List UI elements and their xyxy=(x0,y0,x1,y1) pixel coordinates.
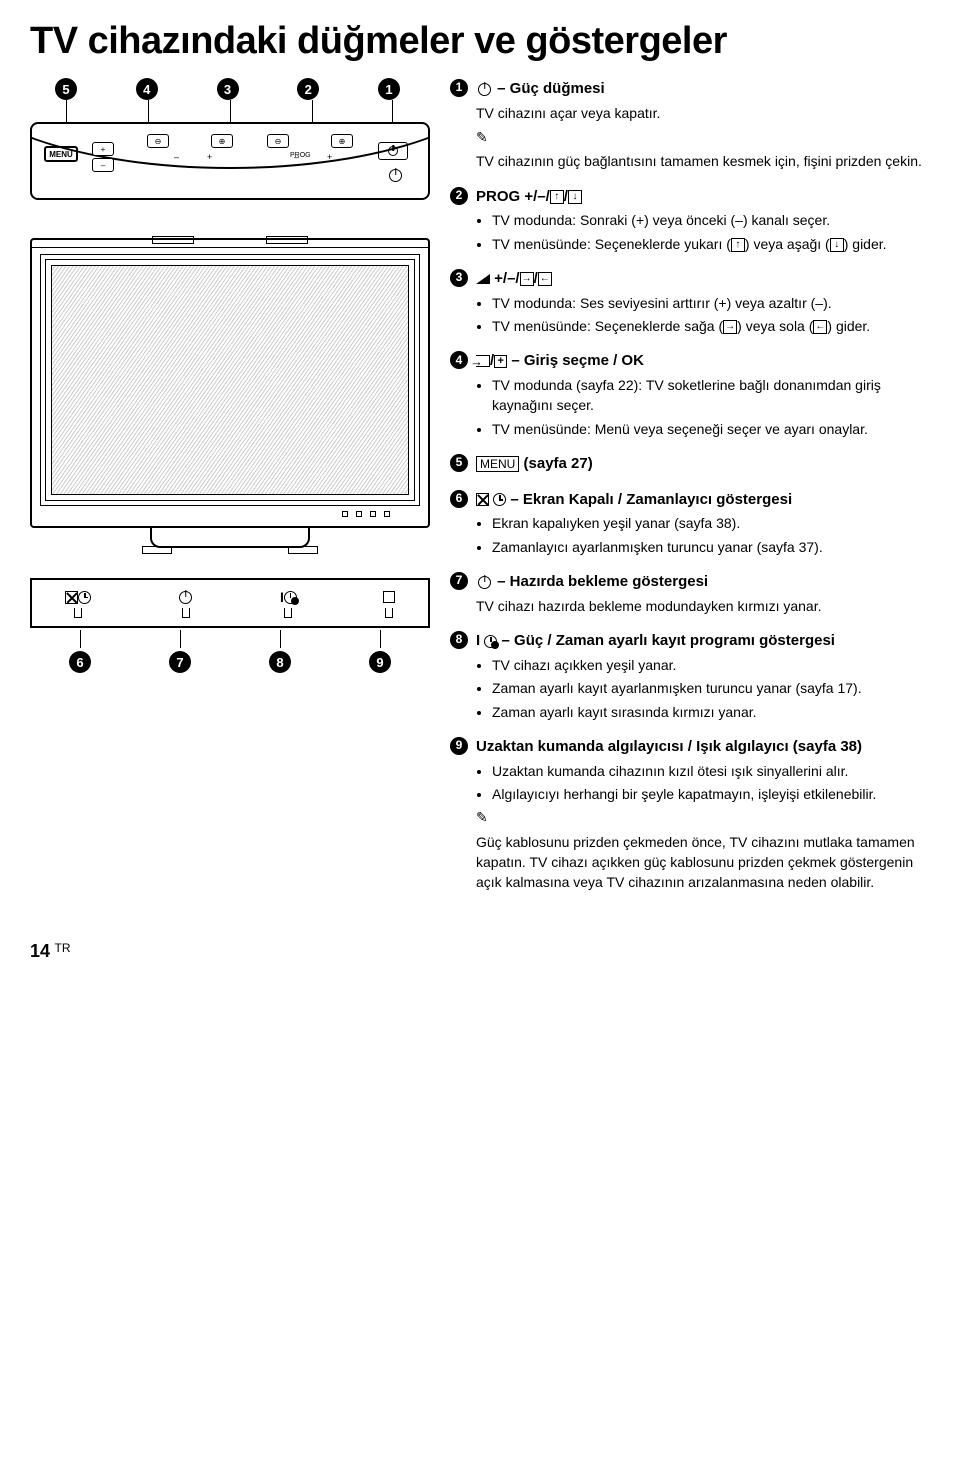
descriptions-column: 1 – Güç düğmesi TV cihazını açar veya kap… xyxy=(450,78,930,906)
top-panel-diagram: 5 4 3 2 1 MENU + – ⊖ xyxy=(30,78,430,218)
input-plus-button: + xyxy=(92,142,114,156)
vol-down-button: ⊖ xyxy=(147,134,169,148)
indicator-bar-diagram: I 6 7 8 9 xyxy=(30,578,430,673)
callout-8: 8 xyxy=(269,651,291,673)
item-body: TV modunda: Sonraki (+) veya önceki (–) … xyxy=(450,210,930,254)
item-9: 9 Uzaktan kumanda algılayıcısı / Işık alg… xyxy=(450,736,930,893)
item-body: TV modunda: Ses seviyesini arttırır (+) … xyxy=(450,293,930,337)
region-code: TR xyxy=(54,941,70,955)
item-head: 9 Uzaktan kumanda algılayıcısı / Işık alg… xyxy=(450,736,930,758)
callout-5: 5 xyxy=(55,78,77,100)
input-minus-button: – xyxy=(92,158,114,172)
item-heading-text: – Ekran Kapalı / Zamanlayıcı göstergesi xyxy=(476,489,792,511)
item-body: TV cihazı hazırda bekleme modundayken kı… xyxy=(450,596,930,616)
item-heading-text: – Güç düğmesi xyxy=(476,78,605,100)
diagrams-column: 5 4 3 2 1 MENU + – ⊖ xyxy=(30,78,430,906)
item-heading-text: I – Güç / Zaman ayarlı kayıt programı gö… xyxy=(476,630,835,652)
item-number-badge: 1 xyxy=(450,79,468,97)
callout-9: 9 xyxy=(369,651,391,673)
callout-3: 3 xyxy=(217,78,239,100)
item-head: 4 /+ – Giriş seçme / OK xyxy=(450,350,930,372)
item-1: 1 – Güç düğmesi TV cihazını açar veya kap… xyxy=(450,78,930,172)
menu-button: MENU xyxy=(44,146,78,162)
item-head: 8 I – Güç / Zaman ayarlı kayıt programı g… xyxy=(450,630,930,652)
item-head: 5 MENU (sayfa 27) xyxy=(450,453,930,475)
page-footer: 14 TR xyxy=(30,941,930,962)
vol-up-button: ⊕ xyxy=(211,134,233,148)
callout-1: 1 xyxy=(378,78,400,100)
item-number-badge: 8 xyxy=(450,631,468,649)
item-8: 8 I – Güç / Zaman ayarlı kayıt programı g… xyxy=(450,630,930,722)
item-body: TV modunda (sayfa 22): TV soketlerine ba… xyxy=(450,375,930,439)
item-4: 4 /+ – Giriş seçme / OK TV modunda (sayfa … xyxy=(450,350,930,439)
item-heading-text: /+ – Giriş seçme / OK xyxy=(476,350,644,372)
item-7: 7 – Hazırda bekleme göstergesi TV cihazı … xyxy=(450,571,930,616)
power-button xyxy=(378,142,408,160)
item-3: 3 +/–/→/← TV modunda: Ses seviyesini artt… xyxy=(450,268,930,336)
callout-6: 6 xyxy=(69,651,91,673)
callout-7: 7 xyxy=(169,651,191,673)
page-title: TV cihazındaki düğmeler ve göstergeler xyxy=(30,20,930,63)
item-5: 5 MENU (sayfa 27) xyxy=(450,453,930,475)
item-number-badge: 5 xyxy=(450,454,468,472)
item-number-badge: 7 xyxy=(450,572,468,590)
item-number-badge: 9 xyxy=(450,737,468,755)
item-heading-text: +/–/→/← xyxy=(476,268,552,290)
item-heading-text: MENU (sayfa 27) xyxy=(476,453,593,475)
item-heading-text: – Hazırda bekleme göstergesi xyxy=(476,571,708,593)
item-body: Uzaktan kumanda cihazının kızıl ötesi ış… xyxy=(450,761,930,893)
item-head: 7 – Hazırda bekleme göstergesi xyxy=(450,571,930,593)
item-head: 1 – Güç düğmesi xyxy=(450,78,930,100)
item-head: 6 – Ekran Kapalı / Zamanlayıcı gösterges… xyxy=(450,489,930,511)
item-number-badge: 3 xyxy=(450,269,468,287)
main-layout: 5 4 3 2 1 MENU + – ⊖ xyxy=(30,78,930,906)
item-number-badge: 6 xyxy=(450,490,468,508)
item-6: 6 – Ekran Kapalı / Zamanlayıcı gösterges… xyxy=(450,489,930,557)
item-body: TV cihazını açar veya kapatır.TV cihazın… xyxy=(450,103,930,172)
item-heading-text: PROG +/–/↑/↓ xyxy=(476,186,582,208)
page-number: 14 xyxy=(30,941,50,961)
power-icon xyxy=(387,168,404,182)
item-body: Ekran kapalıyken yeşil yanar (sayfa 38).… xyxy=(450,513,930,557)
item-head: 2 PROG +/–/↑/↓ xyxy=(450,186,930,208)
item-heading-text: Uzaktan kumanda algılayıcısı / Işık algı… xyxy=(476,736,862,758)
item-number-badge: 2 xyxy=(450,187,468,205)
item-body: TV cihazı açıkken yeşil yanar.Zaman ayar… xyxy=(450,655,930,722)
callout-2: 2 xyxy=(297,78,319,100)
prog-down-button: ⊖ xyxy=(267,134,289,148)
callout-4: 4 xyxy=(136,78,158,100)
item-head: 3 +/–/→/← xyxy=(450,268,930,290)
tv-diagram xyxy=(30,238,430,548)
prog-up-button: ⊕ xyxy=(331,134,353,148)
item-number-badge: 4 xyxy=(450,351,468,369)
item-2: 2 PROG +/–/↑/↓TV modunda: Sonraki (+) vey… xyxy=(450,186,930,254)
prog-label: PROG xyxy=(290,152,311,159)
